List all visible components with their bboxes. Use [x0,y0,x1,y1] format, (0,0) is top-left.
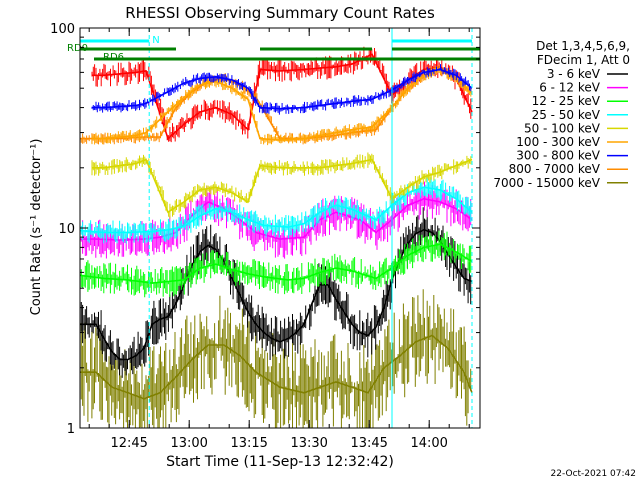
y-tick-label: 1 [67,422,75,437]
x-tick-label: 14:00 [410,436,447,451]
series-line-25-50-kev [80,186,473,234]
series-line-3-6-kev [80,228,473,361]
y-tick-label: 10 [58,222,75,237]
legend-entry-label: 50 - 100 keV [524,121,601,135]
legend-entry-label: 300 - 800 keV [516,149,600,163]
x-tick-label: 12:45 [110,436,147,451]
legend-entry-label: 7000 - 15000 keV [493,176,600,190]
series-noise-bars [80,176,472,244]
series-noise-0 [80,207,472,378]
series-line-6-12-kev [80,197,473,241]
annotation-label-rd6: RD6 [103,52,124,63]
y-axis-label: Count Rate (s⁻¹ detector⁻¹) [29,139,44,316]
legend-header: Det 1,3,4,5,6,9, [536,39,630,53]
legend-entry-label: 800 - 7000 keV [509,162,601,176]
chart-title: RHESSI Observing Summary Count Rates [125,4,435,22]
annotation-label-n: N [152,35,159,46]
legend-entry-label: 12 - 25 keV [532,94,601,108]
legend-entry-label: 3 - 6 keV [547,67,601,81]
series-noise-6 [91,64,472,115]
plot-clip [80,46,473,428]
series-line-7000-15000-kev [80,334,473,400]
series-noise-bars [91,152,472,219]
legend-entry-label: 6 - 12 keV [539,81,601,95]
series-noise-2 [80,230,472,298]
series-noise-bars [80,230,472,298]
series-line-12-25-kev [80,243,473,284]
series-noise-bars [91,64,472,115]
series-noise-3 [80,176,472,244]
x-tick-label: 13:00 [170,436,207,451]
y-tick-label: 100 [50,22,75,37]
x-tick-label: 13:45 [350,436,387,451]
x-tick-label: 13:30 [290,436,327,451]
annotation-label-rd0: RD0 [67,43,88,54]
plot-frame [79,27,481,429]
series-noise-bars [80,289,472,428]
legend-header: FDecim 1, Att 0 [537,53,630,67]
legend-entry-label: 25 - 50 keV [532,108,601,122]
series-noise-4 [91,152,472,219]
series-noise-bars [80,207,472,378]
legend: Det 1,3,4,5,6,9,FDecim 1, Att 03 - 6 keV… [493,39,630,190]
plot-area: N RD0 RD6 [67,28,480,428]
series-noise-bars [91,65,472,146]
series-noise-8 [80,289,472,428]
axes: 12:45 13:00 13:15 13:30 13:45 14:00 1 10 100 [50,22,481,451]
legend-entry-label: 100 - 300 keV [516,135,600,149]
series-noise-5 [91,65,472,146]
x-axis-label: Start Time (11-Sep-13 12:32:42) [166,454,394,470]
footer-date: 22-Oct-2021 07:42 [551,469,636,479]
x-tick-label: 13:15 [230,436,267,451]
